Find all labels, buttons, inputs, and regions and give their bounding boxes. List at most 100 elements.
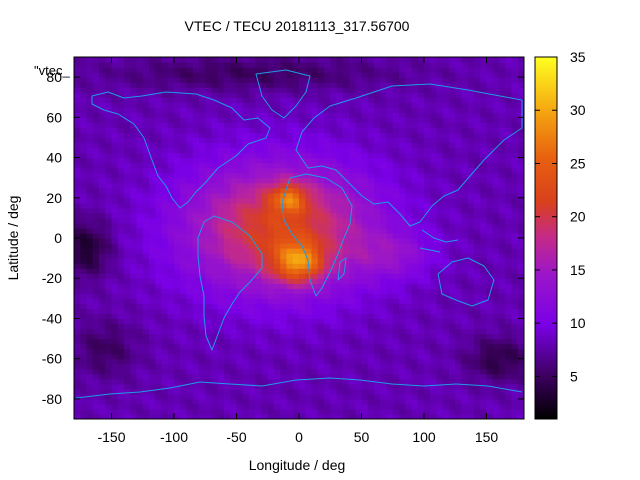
heatmap-cell [449,217,456,224]
heatmap-cell [280,343,288,350]
heatmap-cell [236,142,244,149]
heatmap-cell [374,137,381,144]
heatmap-cell [142,127,150,134]
heatmap-cell [199,238,206,244]
heatmap-cell [124,308,131,315]
heatmap-cell [99,187,106,194]
heatmap-cell [449,268,456,274]
heatmap-cell [436,142,444,149]
heatmap-cell [480,348,488,355]
heatmap-cell [367,278,375,284]
heatmap-cell [486,298,494,304]
heatmap-cell [299,227,306,234]
heatmap-cell [274,127,281,134]
heatmap-cell [155,238,163,244]
heatmap-cell [424,77,431,83]
heatmap-cell [205,263,213,269]
heatmap-cell [167,293,175,299]
heatmap-cell [186,162,194,169]
heatmap-cell [461,293,469,299]
heatmap-cell [361,97,369,103]
heatmap-cell [280,368,288,375]
heatmap-cell [111,62,119,68]
heatmap-cell [155,243,163,249]
heatmap-cell [86,278,94,284]
heatmap-cell [117,383,125,390]
heatmap-cell [474,413,481,419]
heatmap-cell [374,288,381,294]
heatmap-cell [424,293,431,299]
heatmap-cell [186,182,194,189]
heatmap-cell [380,92,388,98]
heatmap-cell [149,72,156,78]
heatmap-cell [274,313,281,320]
heatmap-cell [361,283,369,289]
heatmap-cell [249,333,256,340]
heatmap-cell [92,122,100,128]
heatmap-cell [324,162,331,169]
heatmap-cell [430,318,438,325]
heatmap-cell [292,227,300,234]
heatmap-cell [424,343,431,350]
heatmap-cell [317,67,325,73]
heatmap-cell [105,283,113,289]
heatmap-cell [217,182,225,189]
heatmap-cell [136,378,144,385]
heatmap-cell [380,318,388,325]
heatmap-cell [249,248,256,254]
heatmap-cell [199,92,206,98]
heatmap-cell [92,172,100,179]
heatmap-cell [336,243,344,249]
heatmap-cell [311,323,319,330]
heatmap-cell [392,288,400,294]
heatmap-cell [117,278,125,284]
heatmap-cell [399,373,406,380]
heatmap-cell [424,192,431,199]
heatmap-cell [217,403,225,410]
heatmap-cell [242,202,250,209]
heatmap-cell [442,328,450,335]
heatmap-cell [236,57,244,63]
heatmap-cell [124,162,131,169]
heatmap-cell [449,57,456,63]
heatmap-cell [324,207,331,214]
heatmap-cell [355,393,363,400]
heatmap-cell [224,137,231,144]
heatmap-cell [186,358,194,365]
heatmap-cell [392,353,400,360]
heatmap-cell [124,288,131,294]
heatmap-cell [324,202,331,209]
heatmap-cell [299,408,306,415]
heatmap-cell [149,318,156,325]
heatmap-cell [155,232,163,239]
heatmap-cell [224,197,231,204]
heatmap-cell [330,368,338,375]
heatmap-cell [474,338,481,345]
heatmap-cell [255,263,263,269]
heatmap-cell [186,202,194,209]
heatmap-cell [436,328,444,335]
heatmap-cell [430,378,438,385]
heatmap-cell [242,182,250,189]
heatmap-cell [305,162,313,169]
heatmap-cell [386,413,394,419]
heatmap-cell [455,167,463,174]
heatmap-cell [286,92,294,98]
heatmap-cell [274,363,281,370]
heatmap-cell [86,162,94,169]
heatmap-cell [149,243,156,249]
heatmap-cell [305,243,313,249]
heatmap-cell [161,398,169,405]
heatmap-cell [374,57,381,63]
heatmap-cell [424,368,431,375]
heatmap-cell [236,333,244,340]
heatmap-cell [211,398,219,405]
heatmap-cell [167,328,175,335]
heatmap-cell [267,157,275,164]
heatmap-cell [461,363,469,370]
heatmap-cell [342,207,350,214]
heatmap-cell [367,77,375,83]
heatmap-cell [380,378,388,385]
heatmap-cell [105,162,113,169]
heatmap-cell [105,238,113,244]
